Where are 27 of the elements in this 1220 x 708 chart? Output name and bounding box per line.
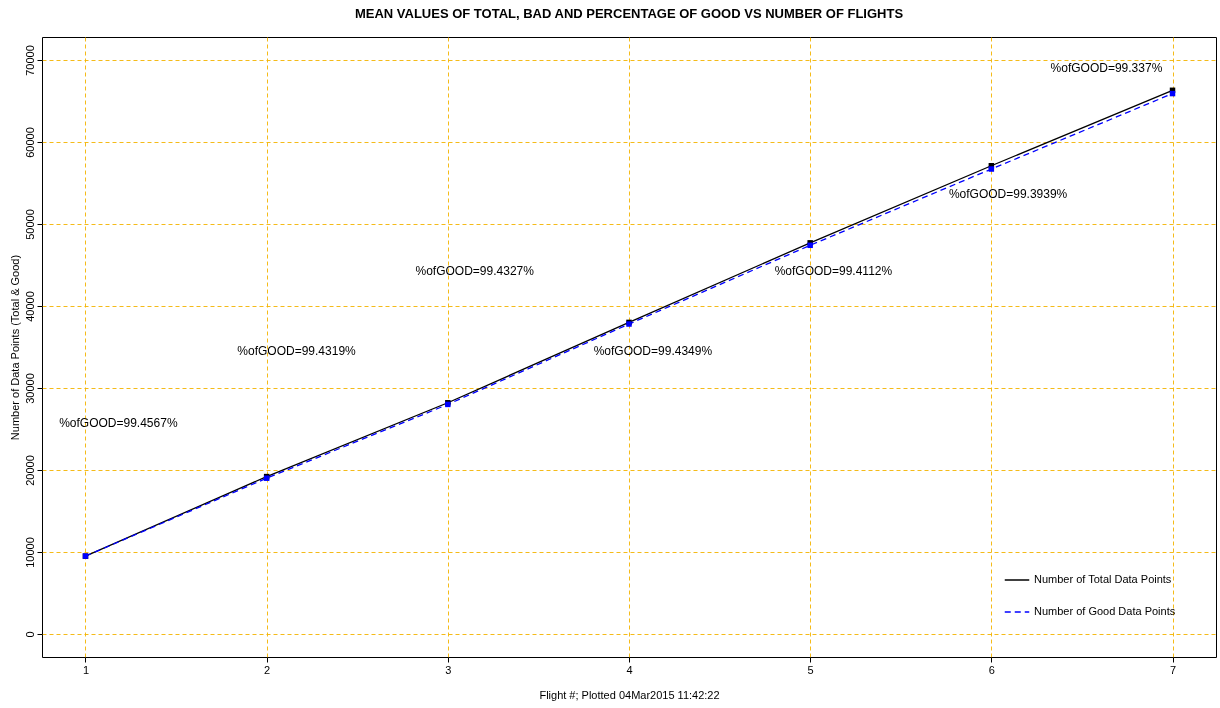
y-tick-label: 30000	[23, 373, 36, 404]
annotation: %ofGOOD=99.4349%	[593, 343, 713, 358]
x-tick-label: 4	[626, 663, 633, 676]
x-tick-label: 2	[264, 663, 271, 676]
legend-label: Number of Good Data Points	[1034, 605, 1176, 617]
legend-label: Number of Total Data Points	[1034, 573, 1172, 585]
annotation: %ofGOOD=99.4319%	[237, 343, 357, 358]
y-tick-label: 20000	[23, 455, 36, 486]
annotation: %ofGOOD=99.4567%	[59, 415, 178, 430]
x-tick-label: 1	[82, 663, 90, 676]
annotation: %ofGOOD=99.4112%	[774, 263, 893, 278]
y-tick-label: 10000	[23, 537, 36, 568]
chart-title: MEAN VALUES OF TOTAL, BAD AND PERCENTAGE OF GOOD VS NUMBER OF FLIGHTS	[354, 6, 904, 21]
x-tick-label: 7	[1169, 663, 1177, 676]
annotation: %ofGOOD=99.3939%	[948, 186, 1068, 201]
x-tick-label: 5	[807, 663, 814, 676]
x-axis-title: Flight #; Plotted 04Mar2015 11:42:22	[539, 688, 720, 701]
y-tick-label: 60000	[23, 127, 36, 158]
y-axis-title: Number of Data Points (Total & Good)	[8, 254, 21, 441]
x-tick-label: 3	[445, 663, 452, 676]
annotation: %ofGOOD=99.337%	[1050, 61, 1163, 76]
y-tick-label: 0	[23, 631, 36, 638]
annotation: %ofGOOD=99.4327%	[415, 263, 535, 278]
y-tick-label: 50000	[23, 209, 36, 240]
y-tick-label: 40000	[23, 291, 36, 322]
x-tick-label: 6	[988, 663, 995, 676]
y-tick-label: 70000	[23, 45, 36, 76]
